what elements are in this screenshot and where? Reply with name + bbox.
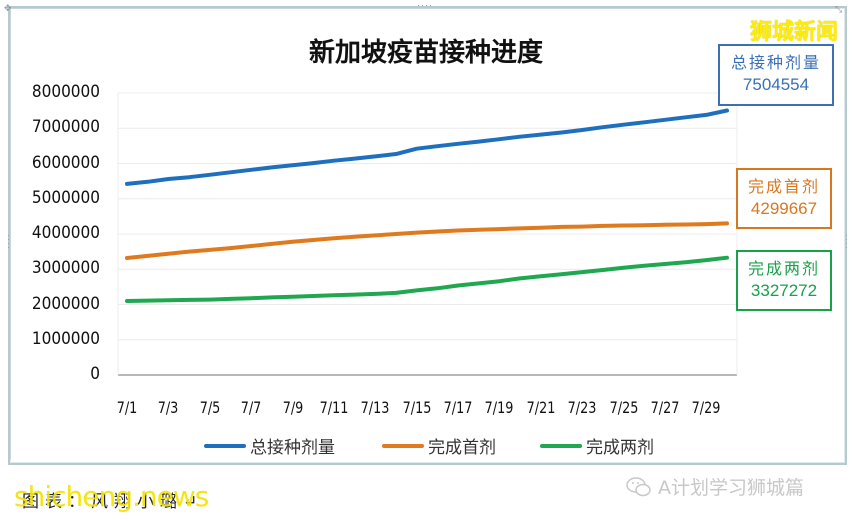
legend-label: 完成两剂: [586, 438, 654, 458]
watermark-site: shicheng.news: [14, 480, 209, 513]
x-tick-label: 7/5: [199, 398, 221, 417]
legend-label: 完成首剂: [428, 438, 496, 458]
legend-label: 总接种剂量: [250, 438, 335, 458]
legend-item-total[interactable]: 总接种剂量: [204, 433, 335, 458]
legend-swatch-green: [540, 443, 582, 448]
brand-logo-text: 狮城新闻: [749, 20, 838, 45]
legend-item-two-doses[interactable]: 完成两剂: [540, 433, 654, 458]
x-tick-label: 7/1: [116, 398, 138, 417]
x-tick-label: 7/3: [158, 398, 179, 417]
callout-total-value: 7504554: [742, 75, 810, 94]
chart-legend: 总接种剂量 完成首剂 完成两剂: [0, 433, 852, 458]
x-tick-label: 7/23: [567, 398, 597, 417]
resize-handle-top[interactable]: ····: [417, 0, 433, 10]
resize-handle-top-right[interactable]: ⤡: [835, 4, 844, 14]
resize-handle-top-left[interactable]: ✥: [4, 3, 13, 13]
x-tick-label: 7/21: [526, 398, 556, 417]
y-tick-label: 6000000: [31, 152, 100, 173]
y-tick-label: 0: [90, 364, 100, 384]
series-line-0[interactable]: [125, 108, 729, 186]
x-tick-label: 7/19: [485, 398, 514, 417]
resize-handle-right[interactable]: ····: [842, 234, 852, 250]
y-tick-label: 8000000: [31, 82, 100, 102]
y-tick-label: 1000000: [31, 328, 100, 349]
legend-swatch-orange: [382, 443, 424, 448]
gridlines: [117, 92, 738, 376]
y-tick-label: 7000000: [31, 117, 100, 138]
callout-total-label: 总接种剂量: [730, 53, 821, 72]
y-tick-label: 4000000: [31, 223, 100, 243]
callout-second-value: 3327272: [750, 281, 818, 300]
callout-two-doses: 完成两剂 3327272: [736, 250, 832, 311]
x-tick-label: 7/13: [360, 398, 390, 417]
x-tick-label: 7/17: [443, 398, 473, 417]
y-tick-label: 2000000: [31, 293, 100, 314]
callout-first-dose: 完成首剂 4299667: [736, 168, 832, 229]
series-line-1[interactable]: [125, 221, 729, 260]
source-caption: 图表：风翔小璐↵: [22, 492, 204, 512]
callout-first-value: 4299667: [750, 199, 818, 218]
legend-item-first-dose[interactable]: 完成首剂: [382, 433, 496, 458]
x-tick-label: 7/11: [319, 398, 349, 417]
y-tick-label: 3000000: [31, 258, 100, 279]
wechat-icon: [626, 476, 651, 496]
callout-first-label: 完成首剂: [747, 177, 820, 196]
chart-title: 新加坡疫苗接种进度: [308, 38, 543, 68]
x-tick-label: 7/7: [240, 398, 262, 417]
callout-total-doses: 总接种剂量 7504554: [718, 44, 834, 106]
series-line-2[interactable]: [125, 255, 729, 303]
resize-handle-left[interactable]: ····: [4, 234, 14, 250]
legend-swatch-blue: [204, 443, 246, 448]
x-tick-label: 7/15: [402, 398, 432, 417]
series-lines: [125, 108, 729, 303]
chart-inner-border: [10, 8, 840, 459]
x-tick-label: 7/25: [609, 398, 638, 417]
x-tick-label: 7/9: [282, 398, 303, 417]
watermark-wechat-text: A计划学习狮城篇: [658, 477, 804, 499]
watermark-wechat: A计划学习狮城篇: [626, 473, 804, 500]
x-tick-label: 7/27: [650, 398, 680, 417]
y-tick-label: 5000000: [31, 187, 100, 208]
callout-second-label: 完成两剂: [747, 259, 820, 278]
x-tick-label: 7/29: [691, 398, 721, 417]
chart-frame: [8, 6, 847, 465]
